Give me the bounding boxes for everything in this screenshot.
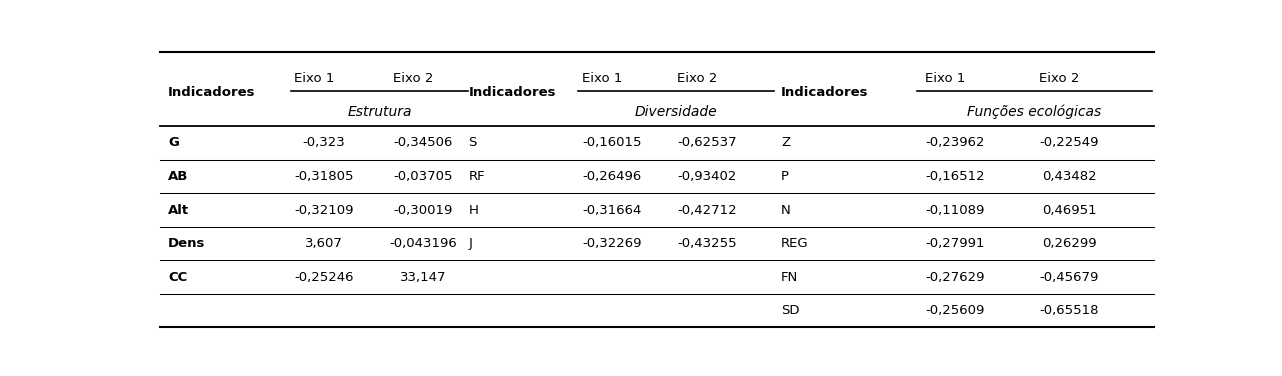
Text: -0,31805: -0,31805 <box>295 170 354 183</box>
Text: Eixo 1: Eixo 1 <box>294 72 335 85</box>
Text: -0,62537: -0,62537 <box>677 136 737 149</box>
Text: Eixo 2: Eixo 2 <box>1040 72 1079 85</box>
Text: -0,93402: -0,93402 <box>677 170 736 183</box>
Text: G: G <box>168 136 179 149</box>
Text: Diversidade: Diversidade <box>635 105 717 119</box>
Text: 3,607: 3,607 <box>305 237 344 250</box>
Text: REG: REG <box>781 237 809 250</box>
Text: N: N <box>781 203 791 217</box>
Text: 0,46951: 0,46951 <box>1042 203 1096 217</box>
Text: 33,147: 33,147 <box>400 271 447 284</box>
Text: Alt: Alt <box>168 203 190 217</box>
Text: -0,323: -0,323 <box>303 136 346 149</box>
Text: J: J <box>468 237 472 250</box>
Text: S: S <box>468 136 477 149</box>
Text: AB: AB <box>168 170 188 183</box>
Text: 0,43482: 0,43482 <box>1042 170 1096 183</box>
Text: -0,32109: -0,32109 <box>295 203 354 217</box>
Text: -0,65518: -0,65518 <box>1040 304 1099 317</box>
Text: Funções ecológicas: Funções ecológicas <box>968 105 1101 119</box>
Text: Dens: Dens <box>168 237 205 250</box>
Text: P: P <box>781 170 790 183</box>
Text: -0,27991: -0,27991 <box>926 237 985 250</box>
Text: -0,34506: -0,34506 <box>394 136 454 149</box>
Text: Eixo 2: Eixo 2 <box>677 72 717 85</box>
Text: -0,31664: -0,31664 <box>582 203 642 217</box>
Text: -0,22549: -0,22549 <box>1040 136 1099 149</box>
Text: 0,26299: 0,26299 <box>1042 237 1096 250</box>
Text: H: H <box>468 203 478 217</box>
Text: -0,45679: -0,45679 <box>1040 271 1099 284</box>
Text: -0,43255: -0,43255 <box>677 237 737 250</box>
Text: Indicadores: Indicadores <box>781 86 869 99</box>
Text: Z: Z <box>781 136 790 149</box>
Text: -0,42712: -0,42712 <box>677 203 737 217</box>
Text: -0,11089: -0,11089 <box>926 203 985 217</box>
Text: -0,16512: -0,16512 <box>926 170 985 183</box>
Text: -0,27629: -0,27629 <box>926 271 985 284</box>
Text: FN: FN <box>781 271 799 284</box>
Text: Eixo 2: Eixo 2 <box>394 72 433 85</box>
Text: -0,043196: -0,043196 <box>390 237 458 250</box>
Text: Eixo 1: Eixo 1 <box>582 72 623 85</box>
Text: -0,23962: -0,23962 <box>926 136 985 149</box>
Text: SD: SD <box>781 304 800 317</box>
Text: -0,16015: -0,16015 <box>582 136 642 149</box>
Text: Indicadores: Indicadores <box>468 86 556 99</box>
Text: Estrutura: Estrutura <box>347 105 412 119</box>
Text: -0,32269: -0,32269 <box>582 237 642 250</box>
Text: -0,25609: -0,25609 <box>926 304 985 317</box>
Text: RF: RF <box>468 170 485 183</box>
Text: Indicadores: Indicadores <box>168 86 255 99</box>
Text: CC: CC <box>168 271 187 284</box>
Text: Eixo 1: Eixo 1 <box>926 72 965 85</box>
Text: -0,03705: -0,03705 <box>394 170 454 183</box>
Text: -0,26496: -0,26496 <box>583 170 642 183</box>
Text: -0,25246: -0,25246 <box>295 271 354 284</box>
Text: -0,30019: -0,30019 <box>394 203 454 217</box>
